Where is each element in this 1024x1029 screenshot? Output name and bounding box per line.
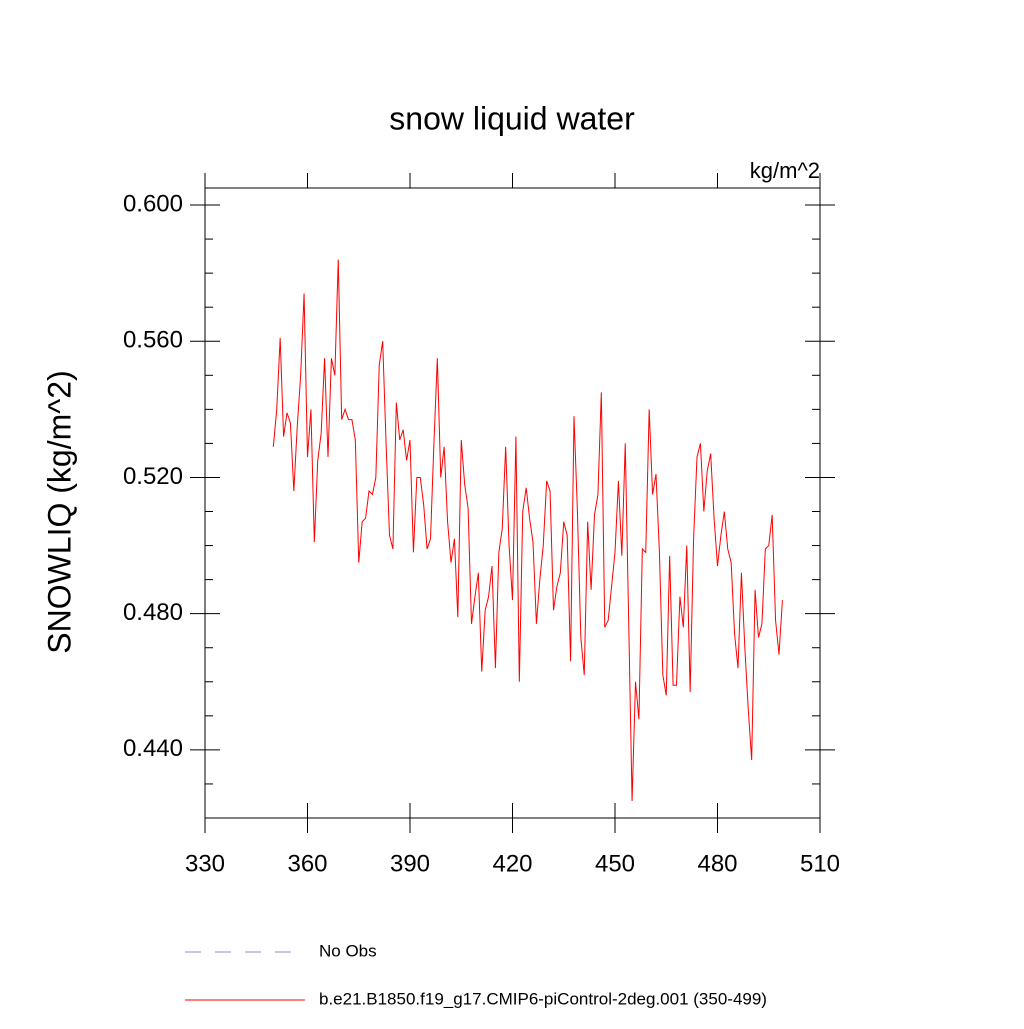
x-tick-label: 330 — [185, 850, 225, 877]
units-label: kg/m^2 — [750, 158, 820, 183]
plot-frame — [204, 187, 821, 819]
y-tick-label: 0.600 — [123, 190, 183, 217]
legend-label: No Obs — [319, 941, 377, 960]
y-tick-label: 0.480 — [123, 599, 183, 626]
y-tick-label: 0.440 — [123, 735, 183, 762]
x-tick-label: 420 — [492, 850, 532, 877]
x-tick-label: 360 — [287, 850, 327, 877]
chart-title: snow liquid water — [389, 100, 635, 136]
x-tick-label: 480 — [697, 850, 737, 877]
x-tick-label: 510 — [800, 850, 840, 877]
y-tick-label: 0.520 — [123, 463, 183, 490]
x-tick-label: 390 — [390, 850, 430, 877]
data-line — [272, 259, 783, 801]
y-tick-label: 0.560 — [123, 327, 183, 354]
y-axis-label: SNOWLIQ (kg/m^2) — [41, 370, 77, 653]
legend-label: b.e21.B1850.f19_g17.CMIP6-piControl-2deg… — [319, 989, 767, 1008]
x-tick-label: 450 — [595, 850, 635, 877]
